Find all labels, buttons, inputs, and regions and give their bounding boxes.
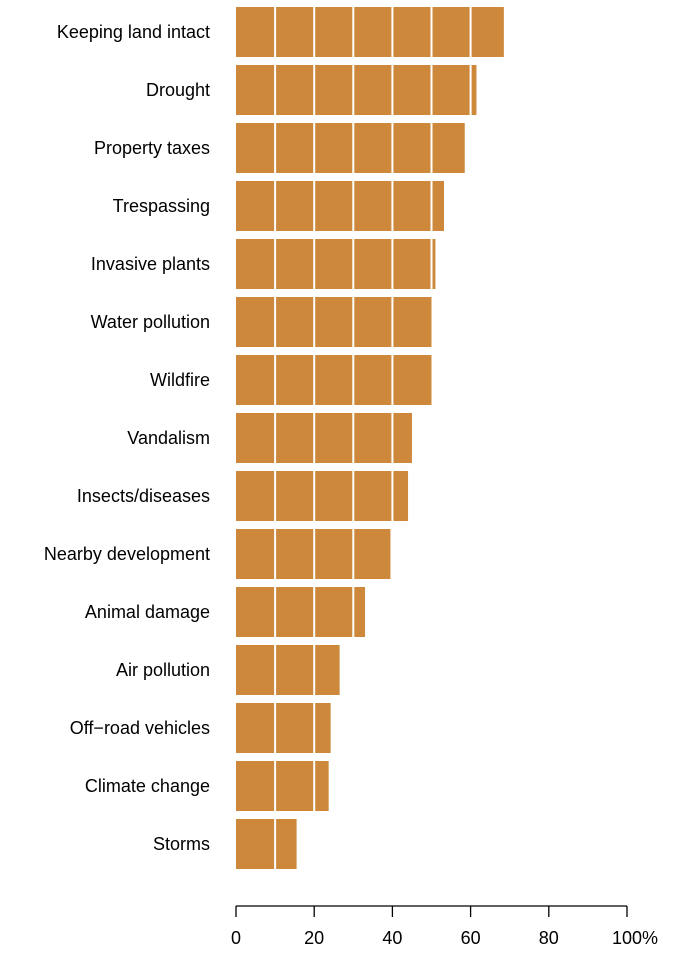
bar — [236, 7, 504, 57]
category-label: Property taxes — [94, 138, 210, 158]
category-labels-group: Keeping land intact Drought Property taxes… — [44, 22, 210, 854]
category-label: Keeping land intact — [57, 22, 210, 42]
category-label: Air pollution — [116, 660, 210, 680]
category-label: Nearby development — [44, 544, 210, 564]
x-tick-label: 100% — [612, 928, 658, 948]
category-label: Off−road vehicles — [70, 718, 210, 738]
category-label: Wildfire — [150, 370, 210, 390]
x-tick-label: 20 — [304, 928, 324, 948]
x-tick-label: 80 — [539, 928, 559, 948]
category-label: Drought — [146, 80, 210, 100]
x-tick-label: 60 — [461, 928, 481, 948]
x-tick-label: 0 — [231, 928, 241, 948]
bar — [236, 355, 432, 405]
bar — [236, 703, 331, 753]
bar — [236, 413, 412, 463]
x-tick-label: 40 — [382, 928, 402, 948]
bar — [236, 123, 465, 173]
x-axis: 0 20 40 60 80 100% — [231, 905, 658, 948]
bar — [236, 65, 477, 115]
category-label: Insects/diseases — [77, 486, 210, 506]
category-label: Water pollution — [91, 312, 210, 332]
bar — [236, 297, 432, 347]
category-label: Storms — [153, 834, 210, 854]
category-label: Trespassing — [113, 196, 210, 216]
category-label: Animal damage — [85, 602, 210, 622]
bar — [236, 587, 366, 637]
bar — [236, 239, 436, 289]
category-label: Invasive plants — [91, 254, 210, 274]
category-label: Vandalism — [127, 428, 210, 448]
bar — [236, 181, 445, 231]
bar — [236, 645, 340, 695]
bars-group — [236, 7, 504, 869]
bar — [236, 819, 297, 869]
gridlines-group — [274, 7, 472, 869]
category-label: Climate change — [85, 776, 210, 796]
bar — [236, 471, 409, 521]
